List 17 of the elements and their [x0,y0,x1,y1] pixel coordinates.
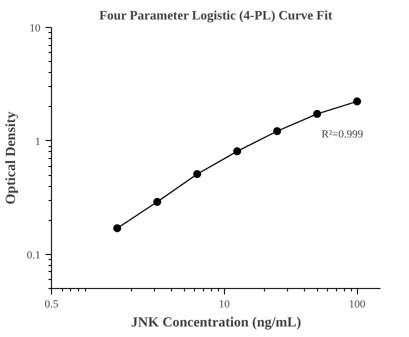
y-tick-label: 1 [35,136,40,148]
y-tick-label: 10 [30,22,41,34]
chart-title: Four Parameter Logistic (4-PL) Curve Fit [99,8,333,22]
annotation: R²=0.999 [322,128,364,140]
x-tick-label: 0.5 [44,298,59,310]
y-axis-title: Optical Density [4,112,19,204]
point [353,97,362,106]
y-tick-label: 0.1 [26,249,40,262]
point [153,198,162,206]
point [273,127,282,136]
x-tick-label: 100 [348,298,366,310]
point [313,110,322,118]
point [193,170,202,178]
point [113,224,122,232]
x-axis-title: JNK Concentration (ng/mL) [130,316,302,330]
x-tick-label: 10 [218,298,230,310]
point [233,147,242,156]
